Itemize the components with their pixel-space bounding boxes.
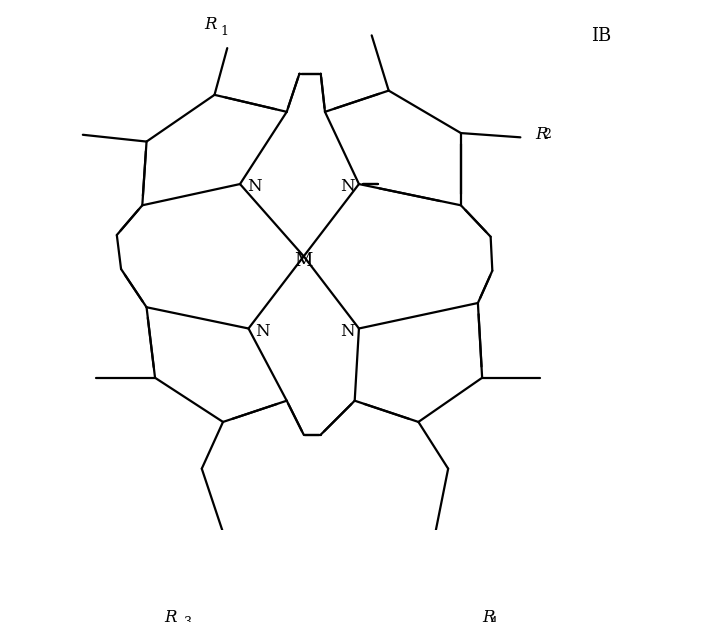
Text: 4: 4 bbox=[490, 616, 498, 622]
Text: IB: IB bbox=[591, 27, 611, 45]
Text: 3: 3 bbox=[184, 616, 192, 622]
Text: 1: 1 bbox=[220, 25, 229, 38]
Text: N: N bbox=[256, 323, 270, 340]
Text: R: R bbox=[482, 609, 495, 622]
Text: N: N bbox=[340, 178, 354, 195]
Text: 2: 2 bbox=[544, 128, 551, 141]
Text: N: N bbox=[247, 178, 261, 195]
Text: R: R bbox=[536, 126, 548, 143]
Text: M: M bbox=[294, 251, 313, 269]
Text: R: R bbox=[205, 16, 217, 33]
Text: N: N bbox=[340, 323, 354, 340]
Text: R: R bbox=[164, 609, 176, 622]
